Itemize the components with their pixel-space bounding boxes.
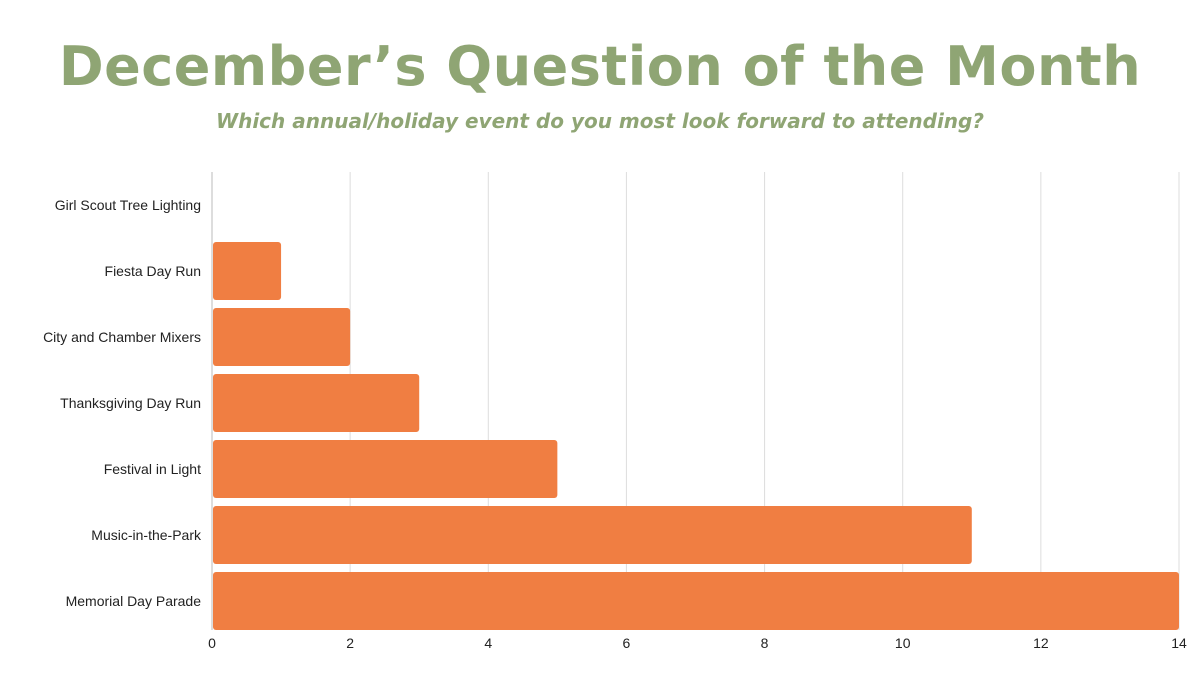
category-label: Thanksgiving Day Run — [60, 395, 201, 411]
category-label: Music-in-the-Park — [91, 527, 202, 543]
category-label: Festival in Light — [104, 461, 201, 477]
category-label: Girl Scout Tree Lighting — [55, 197, 201, 213]
bar — [213, 242, 282, 300]
bars — [213, 242, 1179, 630]
bar — [213, 572, 1179, 630]
category-label: City and Chamber Mixers — [43, 329, 201, 345]
x-tick-label: 10 — [895, 635, 911, 651]
bar — [213, 308, 351, 366]
x-tick-label: 6 — [623, 635, 631, 651]
category-label: Memorial Day Parade — [66, 593, 202, 609]
chart-title: December’s Question of the Month — [58, 35, 1142, 98]
category-label: Fiesta Day Run — [105, 263, 201, 279]
tick-labels: 0 2 4 6 8 10 12 14 — [208, 635, 1187, 651]
chart-subtitle: Which annual/holiday event do you most l… — [216, 109, 984, 133]
category-labels: Girl Scout Tree Lighting Fiesta Day Run Ci… — [43, 197, 202, 609]
bar — [213, 506, 972, 564]
x-tick-label: 12 — [1033, 635, 1049, 651]
x-tick-label: 8 — [761, 635, 769, 651]
bar — [213, 440, 558, 498]
x-tick-label: 4 — [484, 635, 492, 651]
bar — [213, 374, 420, 432]
x-tick-label: 2 — [346, 635, 354, 651]
x-tick-label: 0 — [208, 635, 216, 651]
x-tick-label: 14 — [1171, 635, 1187, 651]
